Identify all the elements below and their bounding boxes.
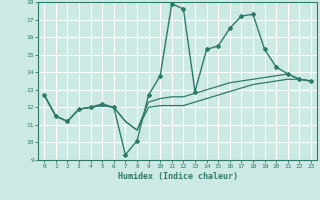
X-axis label: Humidex (Indice chaleur): Humidex (Indice chaleur) — [118, 172, 238, 181]
